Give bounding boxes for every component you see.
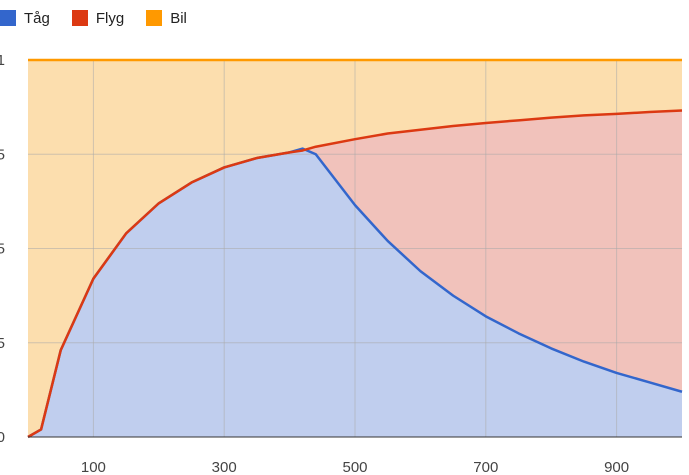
legend: Tåg Flyg Bil	[0, 6, 209, 30]
line-flyg	[27, 109, 683, 439]
x-tick-label: 100	[81, 459, 106, 475]
legend-item-tag[interactable]: Tåg	[0, 10, 50, 27]
legend-swatch-flyg	[71, 10, 88, 26]
legend-item-flyg[interactable]: Flyg	[71, 9, 125, 27]
legend-label-bil: Bil	[170, 9, 187, 27]
legend-item-bil[interactable]: Bil	[146, 10, 187, 27]
legend-label-flyg: Flyg	[95, 9, 125, 27]
y-tick-label: 5	[0, 146, 5, 163]
legend-label-tag: Tåg	[24, 9, 50, 27]
x-tick-label: 900	[604, 459, 629, 475]
x-tick-label: 700	[473, 459, 498, 475]
x-tick-label: 300	[212, 459, 237, 475]
y-tick-label: 1	[0, 52, 5, 69]
legend-swatch-bil	[146, 10, 163, 26]
y-tick-label: 5	[0, 241, 5, 258]
y-tick-label: 5	[0, 335, 5, 352]
x-tick-label: 500	[342, 459, 367, 475]
y-tick-label: 0	[0, 429, 5, 446]
legend-swatch-tag	[0, 10, 16, 26]
